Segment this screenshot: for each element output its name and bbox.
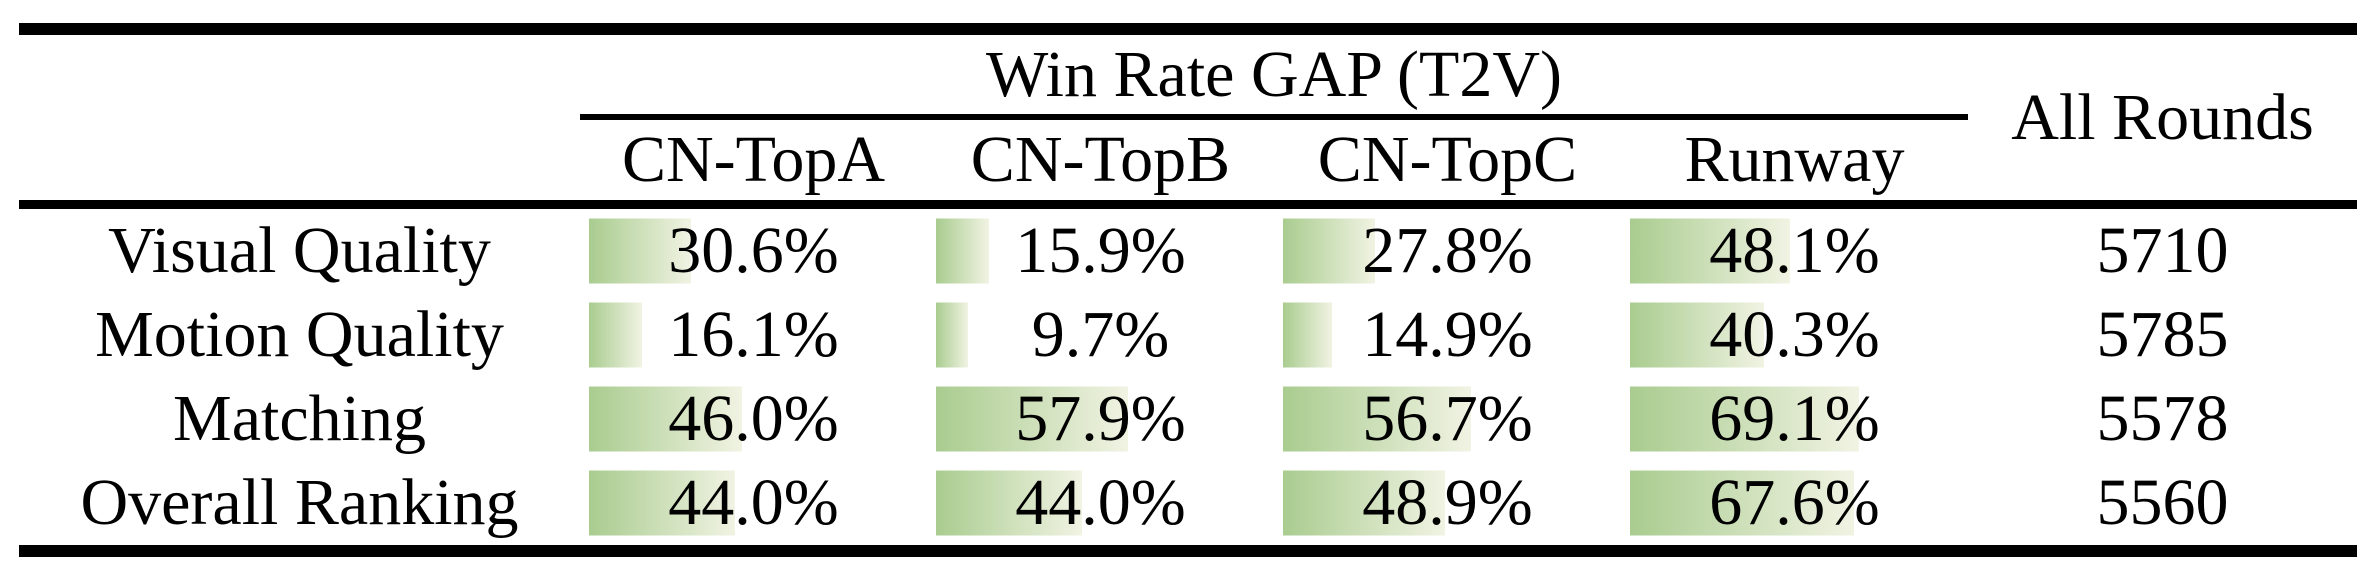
win-rate-bar: [1630, 470, 1855, 536]
win-rate-value: 69.1%: [1709, 382, 1880, 455]
all-rounds-cell: 5710: [1968, 209, 2357, 293]
win-rate-bar: [1283, 302, 1333, 368]
win-rate-value: 57.9%: [1015, 382, 1186, 455]
win-rate-value: 46.0%: [668, 382, 839, 455]
data-cell: 40.3%: [1621, 293, 1968, 377]
win-rate-bar: [1630, 302, 1764, 368]
win-rate-value: 67.6%: [1709, 466, 1880, 539]
all-rounds-cell: 5560: [1968, 461, 2357, 545]
win-rate-value: 27.8%: [1362, 214, 1533, 287]
win-rate-value: 48.9%: [1362, 466, 1533, 539]
data-cell: 16.1%: [580, 293, 927, 377]
win-rate-value: 56.7%: [1362, 382, 1533, 455]
data-cell: 44.0%: [580, 461, 927, 545]
data-cell: 48.1%: [1621, 209, 1968, 293]
win-rate-value: 14.9%: [1362, 298, 1533, 371]
table-body: Visual Quality 30.6% 15.9% 27.8% 48.1% 5…: [19, 209, 2357, 545]
win-rate-bar: [589, 218, 691, 284]
data-cell: 56.7%: [1274, 377, 1621, 461]
data-cell: 46.0%: [580, 377, 927, 461]
header-group-win-rate: Win Rate GAP (T2V) CN-TopA CN-TopB CN-To…: [580, 35, 1968, 200]
data-cell: 44.0%: [927, 461, 1274, 545]
data-cell: 48.9%: [1274, 461, 1621, 545]
win-rate-bar: [1283, 386, 1472, 452]
column-header-cn-topc: CN-TopC: [1317, 123, 1578, 196]
win-rate-bar: [1283, 470, 1446, 536]
all-rounds-value: 5710: [2096, 214, 2229, 287]
win-rate-bar: [936, 386, 1129, 452]
win-rate-value: 30.6%: [668, 214, 839, 287]
table-row: Matching 46.0% 57.9% 56.7% 69.1% 5578: [19, 377, 2357, 461]
win-rate-bar: [936, 470, 1083, 536]
table-title: Win Rate GAP (T2V): [986, 37, 1562, 111]
table-row: Visual Quality 30.6% 15.9% 27.8% 48.1% 5…: [19, 209, 2357, 293]
win-rate-value: 16.1%: [668, 298, 839, 371]
win-rate-bar: [1630, 218, 1790, 284]
win-rate-bar: [589, 302, 643, 368]
data-cell: 9.7%: [927, 293, 1274, 377]
row-label: Matching: [173, 382, 426, 455]
win-rate-bar: [936, 302, 969, 368]
win-rate-value: 44.0%: [1015, 466, 1186, 539]
column-headers: CN-TopA CN-TopB CN-TopC Runway: [580, 120, 1968, 200]
data-cell: 69.1%: [1621, 377, 1968, 461]
all-rounds-cell: 5578: [1968, 377, 2357, 461]
table-row: Motion Quality 16.1% 9.7% 14.9% 40.3% 57…: [19, 293, 2357, 377]
data-cell: 67.6%: [1621, 461, 1968, 545]
win-rate-value: 15.9%: [1015, 214, 1186, 287]
data-cell: 27.8%: [1274, 209, 1621, 293]
row-label: Overall Ranking: [80, 466, 519, 539]
win-rate-bar: [936, 218, 989, 284]
win-rate-bar: [589, 386, 742, 452]
bottom-rule: [19, 545, 2357, 557]
row-label: Visual Quality: [108, 214, 491, 287]
header-spacer: [19, 35, 580, 200]
win-rate-value: 9.7%: [1031, 298, 1170, 371]
header-group-underline: [580, 114, 1968, 120]
data-cell: 30.6%: [580, 209, 927, 293]
column-header-runway: Runway: [1684, 123, 1905, 196]
win-rate-bar: [1283, 218, 1376, 284]
top-rule: [19, 23, 2357, 35]
win-rate-value: 48.1%: [1709, 214, 1880, 287]
header-bottom-rule: [19, 200, 2357, 209]
win-rate-bar: [589, 470, 736, 536]
all-rounds-value: 5785: [2096, 298, 2229, 371]
all-rounds-cell: 5785: [1968, 293, 2357, 377]
all-rounds-value: 5560: [2096, 466, 2229, 539]
win-rate-bar: [1630, 386, 1860, 452]
data-cell: 57.9%: [927, 377, 1274, 461]
column-header-cn-topa: CN-TopA: [621, 123, 886, 196]
column-header-all-rounds: All Rounds: [2011, 80, 2314, 154]
win-rate-value: 44.0%: [668, 466, 839, 539]
row-label: Motion Quality: [95, 298, 504, 371]
column-header-cn-topb: CN-TopB: [970, 123, 1231, 196]
data-cell: 15.9%: [927, 209, 1274, 293]
win-rate-value: 40.3%: [1709, 298, 1880, 371]
all-rounds-value: 5578: [2096, 382, 2229, 455]
table-header: Win Rate GAP (T2V) CN-TopA CN-TopB CN-To…: [19, 35, 2357, 200]
data-cell: 14.9%: [1274, 293, 1621, 377]
table-row: Overall Ranking 44.0% 44.0% 48.9% 67.6% …: [19, 461, 2357, 545]
